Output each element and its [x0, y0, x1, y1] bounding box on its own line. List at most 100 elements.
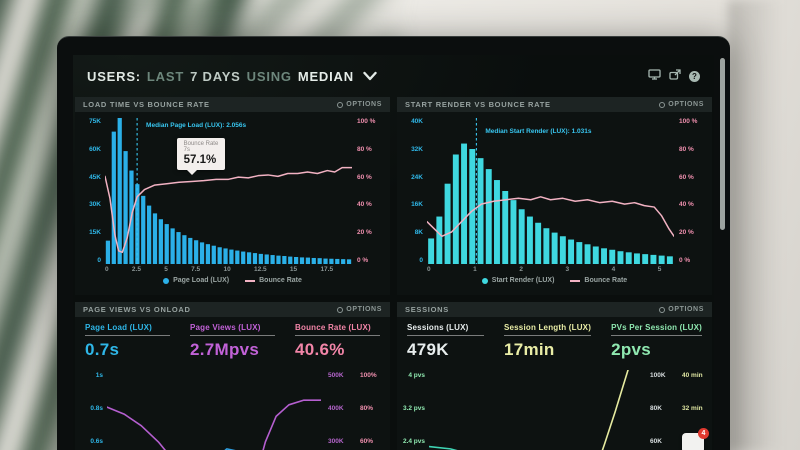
metric-label: Bounce Rate (LUX)	[295, 323, 380, 336]
gear-icon	[659, 101, 666, 108]
metric-value: 17min	[503, 340, 555, 359]
axis-tick: 3.2 pvs	[402, 405, 425, 412]
start-render-chart[interactable]	[427, 118, 674, 264]
load-time-chart[interactable]	[105, 118, 352, 264]
background-shade	[728, 0, 800, 450]
dot-marker-icon	[163, 277, 170, 284]
feedback-widget[interactable]: 4	[682, 428, 709, 450]
legend-page-load[interactable]: Page Load (LUX)	[163, 277, 229, 284]
options-button[interactable]: OPTIONS	[659, 306, 704, 313]
share-icon[interactable]	[669, 67, 681, 85]
legend-start-render: Start Render (LUX) Bounce Rate	[397, 277, 712, 284]
display-icon[interactable]	[648, 67, 661, 85]
axis-tick: 100%	[360, 372, 377, 379]
axis-tick: 15	[289, 266, 298, 273]
axis-tick: 0	[97, 256, 101, 264]
axis-tick: 40 %	[357, 201, 372, 209]
metric-label: Page Views (LUX)	[190, 323, 275, 336]
tooltip-arrow	[186, 170, 197, 176]
line-marker-icon	[245, 279, 256, 282]
header-last-label: LAST	[146, 68, 185, 84]
axis-tick: 40 %	[679, 201, 694, 209]
median-annotation: Median Page Load (LUX): 2.056s	[146, 122, 247, 130]
panel-load-time-titlebar: LOAD TIME VS BOUNCE RATE OPTIONS	[75, 97, 390, 112]
metric-sessions-lux-: Sessions (LUX) 479K	[407, 323, 484, 360]
legend-label: Page Load (LUX)	[173, 277, 230, 284]
options-label: OPTIONS	[668, 101, 704, 108]
x-axis-start-render: 0 1 2 3 4 5	[427, 266, 674, 273]
metric-page-load-lux-: Page Load (LUX) 0.7s	[85, 323, 170, 360]
axis-tick: 400K	[328, 405, 344, 412]
axis-tick: 5	[657, 266, 662, 273]
axis-tick: 0 %	[357, 256, 369, 264]
axis-tick: 30K	[89, 201, 101, 209]
panel-start-render: START RENDER VS BOUNCE RATE OPTIONS 40K 3…	[397, 97, 712, 295]
metric-value: 40.6%	[295, 340, 345, 359]
metric-value: 2.7Mpvs	[190, 340, 260, 359]
header-days-label[interactable]: 7 DAYS	[190, 68, 241, 84]
axis-tick: 75K	[89, 118, 101, 125]
metric-label: Sessions (LUX)	[407, 323, 484, 336]
load-time-plot: Median Page Load (LUX): 2.056s Bounce Ra…	[105, 118, 352, 264]
panel-sessions-titlebar: SESSIONS OPTIONS	[397, 302, 712, 317]
y-axis-onload: 1s 0.8s 0.6s	[81, 370, 107, 450]
dashboard: USERS: LAST 7 DAYS USING MEDIAN ?	[73, 55, 714, 450]
axis-tick: 5	[164, 266, 168, 273]
metric-label: Session Length (LUX)	[503, 323, 592, 336]
axis-tick: 32 min	[682, 405, 703, 412]
metric-value: 479K	[407, 340, 449, 359]
laptop-screen: USERS: LAST 7 DAYS USING MEDIAN ?	[57, 36, 730, 450]
legend-start-render-item[interactable]: Start Render (LUX)	[481, 277, 555, 284]
axis-tick: 60K	[89, 145, 101, 153]
bounce-rate-tooltip: Bounce Rate 7s 57.1%	[176, 138, 226, 176]
y-axis-start-render: 40K 32K 24K 16K 8K 0	[403, 118, 427, 264]
axis-tick: 20 %	[679, 229, 694, 237]
axis-tick: 40 min	[682, 372, 703, 379]
axis-tick: 60 %	[357, 173, 372, 181]
axis-tick: 500K	[328, 372, 344, 379]
gear-icon	[337, 306, 344, 313]
metric-page-views-lux-: Page Views (LUX) 2.7Mpvs	[190, 323, 275, 360]
sessions-plot	[429, 370, 643, 450]
axis-tick: 2.4 pvs	[402, 438, 425, 445]
chevron-down-icon[interactable]	[363, 71, 377, 81]
options-button[interactable]: OPTIONS	[337, 306, 382, 313]
panel-title: START RENDER VS BOUNCE RATE	[405, 100, 551, 109]
gear-icon	[337, 101, 344, 108]
axis-tick: 300K	[328, 438, 344, 445]
panel-title: SESSIONS	[405, 305, 449, 314]
options-button[interactable]: OPTIONS	[659, 101, 704, 108]
axis-tick: 2	[519, 266, 523, 273]
help-icon[interactable]: ?	[689, 70, 700, 82]
axis-tick: 17.5	[320, 266, 334, 273]
sessions-chart[interactable]	[429, 370, 643, 450]
header-median-label[interactable]: MEDIAN	[297, 68, 354, 84]
legend-load-time: Page Load (LUX) Bounce Rate	[75, 277, 390, 284]
options-button[interactable]: OPTIONS	[337, 101, 382, 108]
page-views-chart[interactable]	[107, 370, 321, 450]
axis-tick: 12.5	[253, 266, 267, 273]
axis-tick: 0.8s	[90, 405, 103, 412]
axis-tick: 80 %	[679, 145, 694, 153]
metric-value: 0.7s	[85, 340, 120, 359]
legend-bounce-rate[interactable]: Bounce Rate	[245, 277, 302, 284]
gear-icon	[659, 306, 666, 313]
metric-label: Page Load (LUX)	[85, 323, 170, 336]
median-annotation: Median Start Render (LUX): 1.031s	[485, 128, 592, 136]
axis-tick: 100 %	[357, 118, 376, 125]
scrollbar[interactable]	[720, 58, 725, 230]
metrics-row: Page Load (LUX) 0.7s Page Views (LUX) 2.7Mp…	[75, 317, 390, 366]
axis-tick: 8K	[414, 229, 423, 237]
axis-tick: 100K	[650, 372, 666, 379]
y-axis-page-views: 500K 400K 300K	[328, 370, 352, 450]
legend-label: Bounce Rate	[259, 277, 302, 284]
header-users-label: USERS:	[87, 68, 141, 84]
legend-bounce-rate[interactable]: Bounce Rate	[570, 277, 627, 284]
notification-badge: 4	[698, 428, 709, 439]
legend-label: Start Render (LUX)	[491, 277, 555, 284]
axis-tick: 60 %	[679, 173, 694, 181]
panel-start-render-titlebar: START RENDER VS BOUNCE RATE OPTIONS	[397, 97, 712, 112]
options-label: OPTIONS	[668, 306, 704, 313]
axis-tick: 32K	[411, 145, 423, 153]
